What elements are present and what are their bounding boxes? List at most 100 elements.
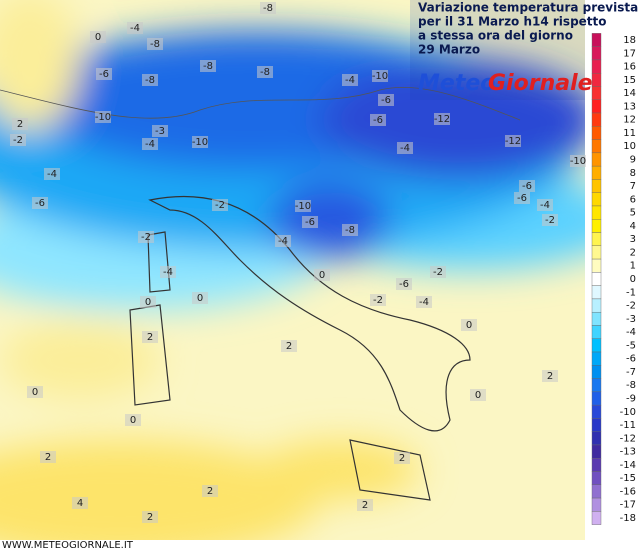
map-value: -8 [145, 75, 155, 86]
scale-swatch [591, 232, 602, 247]
label-box [370, 294, 386, 306]
label-box [10, 134, 26, 146]
scale-label: 7 [630, 181, 636, 192]
scale-swatch [591, 245, 602, 260]
map-value: -2 [545, 215, 555, 226]
label-box [302, 216, 318, 228]
scale-label: 14 [623, 88, 636, 99]
logo-part: Giornale [488, 71, 593, 96]
scale-label: 5 [630, 208, 636, 219]
scale-swatch [591, 112, 602, 127]
label-box [542, 214, 558, 226]
label-box [514, 192, 530, 204]
map-value: -4 [130, 23, 140, 34]
scale-label: -9 [626, 394, 636, 405]
map-value: -10 [295, 201, 311, 212]
scale-swatch [591, 511, 602, 525]
title-line: 29 Marzo [418, 43, 480, 57]
map-value: 2 [147, 332, 153, 343]
map-value: 0 [475, 390, 481, 401]
label-box [372, 70, 388, 82]
label-box [200, 60, 216, 72]
label-box [90, 31, 106, 43]
label-box [142, 138, 158, 150]
scale-label: -13 [620, 447, 636, 458]
title-line: a stessa ora del giorno [418, 29, 573, 43]
label-box [416, 296, 432, 308]
scale-label: 9 [630, 155, 636, 166]
label-box [44, 168, 60, 180]
label-box [40, 451, 56, 463]
map-value: -8 [263, 3, 273, 14]
label-box [192, 292, 208, 304]
map-value: 2 [286, 341, 292, 352]
scale-swatch [591, 298, 602, 313]
label-box [295, 200, 311, 212]
map-value: -3 [155, 126, 165, 137]
label-box [138, 231, 154, 243]
map-value: -10 [570, 156, 586, 167]
map-value: 2 [207, 486, 213, 497]
title-line: per il 31 Marzo h14 rispetto [418, 15, 607, 29]
map-value: -8 [203, 61, 213, 72]
scale-swatch [591, 458, 602, 472]
label-box [96, 68, 112, 80]
scale-label: 1 [630, 261, 636, 272]
label-box [27, 386, 43, 398]
scale-swatch [591, 444, 602, 459]
scale-swatch [591, 418, 602, 432]
scale-label: 17 [623, 48, 636, 59]
map-value: -6 [305, 217, 315, 228]
label-box [378, 94, 394, 106]
map-value: -10 [95, 112, 111, 123]
label-box [397, 142, 413, 154]
scale-label: -1 [626, 287, 636, 298]
scale-label: 2 [630, 247, 636, 258]
scale-swatch [591, 46, 602, 61]
label-box [32, 197, 48, 209]
scale-swatch [591, 192, 602, 207]
scale-swatch [591, 272, 602, 286]
scale-label: 16 [623, 62, 636, 73]
map-value: 2 [147, 512, 153, 523]
scale-label: -11 [620, 420, 636, 431]
map-value: -6 [381, 95, 391, 106]
map-value: 0 [130, 415, 136, 426]
scale-swatch [591, 99, 602, 114]
scale-swatch [591, 179, 602, 193]
label-box [470, 389, 486, 401]
scale-label: -17 [620, 500, 636, 511]
map-value: -4 [163, 267, 173, 278]
scale-label: -7 [626, 367, 636, 378]
map-value: -6 [35, 198, 45, 209]
scale-swatch [591, 152, 602, 167]
label-box [434, 113, 450, 125]
map-value: -6 [399, 279, 409, 290]
map-value: 2 [547, 371, 553, 382]
label-box [212, 199, 228, 211]
map-value: -2 [373, 295, 383, 306]
label-box [537, 199, 553, 211]
scale-label: -5 [626, 340, 636, 351]
scale-label: 0 [630, 274, 636, 285]
scale-label: -6 [626, 354, 636, 365]
map-value: -4 [419, 297, 429, 308]
scale-swatch [591, 86, 602, 100]
label-box [125, 414, 141, 426]
scale-swatch [591, 258, 602, 273]
scale-label: 3 [630, 234, 636, 245]
map-value: -4 [400, 143, 410, 154]
scale-swatch [591, 471, 602, 486]
map-value: -12 [505, 136, 521, 147]
map-value: 0 [466, 320, 472, 331]
scale-swatch [591, 219, 602, 233]
scale-label: -18 [620, 513, 636, 524]
label-box [72, 497, 88, 509]
scale-swatch [591, 311, 602, 326]
label-box [396, 278, 412, 290]
map-value: 0 [197, 293, 203, 304]
map-value: 2 [45, 452, 51, 463]
label-box [357, 499, 373, 511]
scale-label: 12 [623, 115, 636, 126]
